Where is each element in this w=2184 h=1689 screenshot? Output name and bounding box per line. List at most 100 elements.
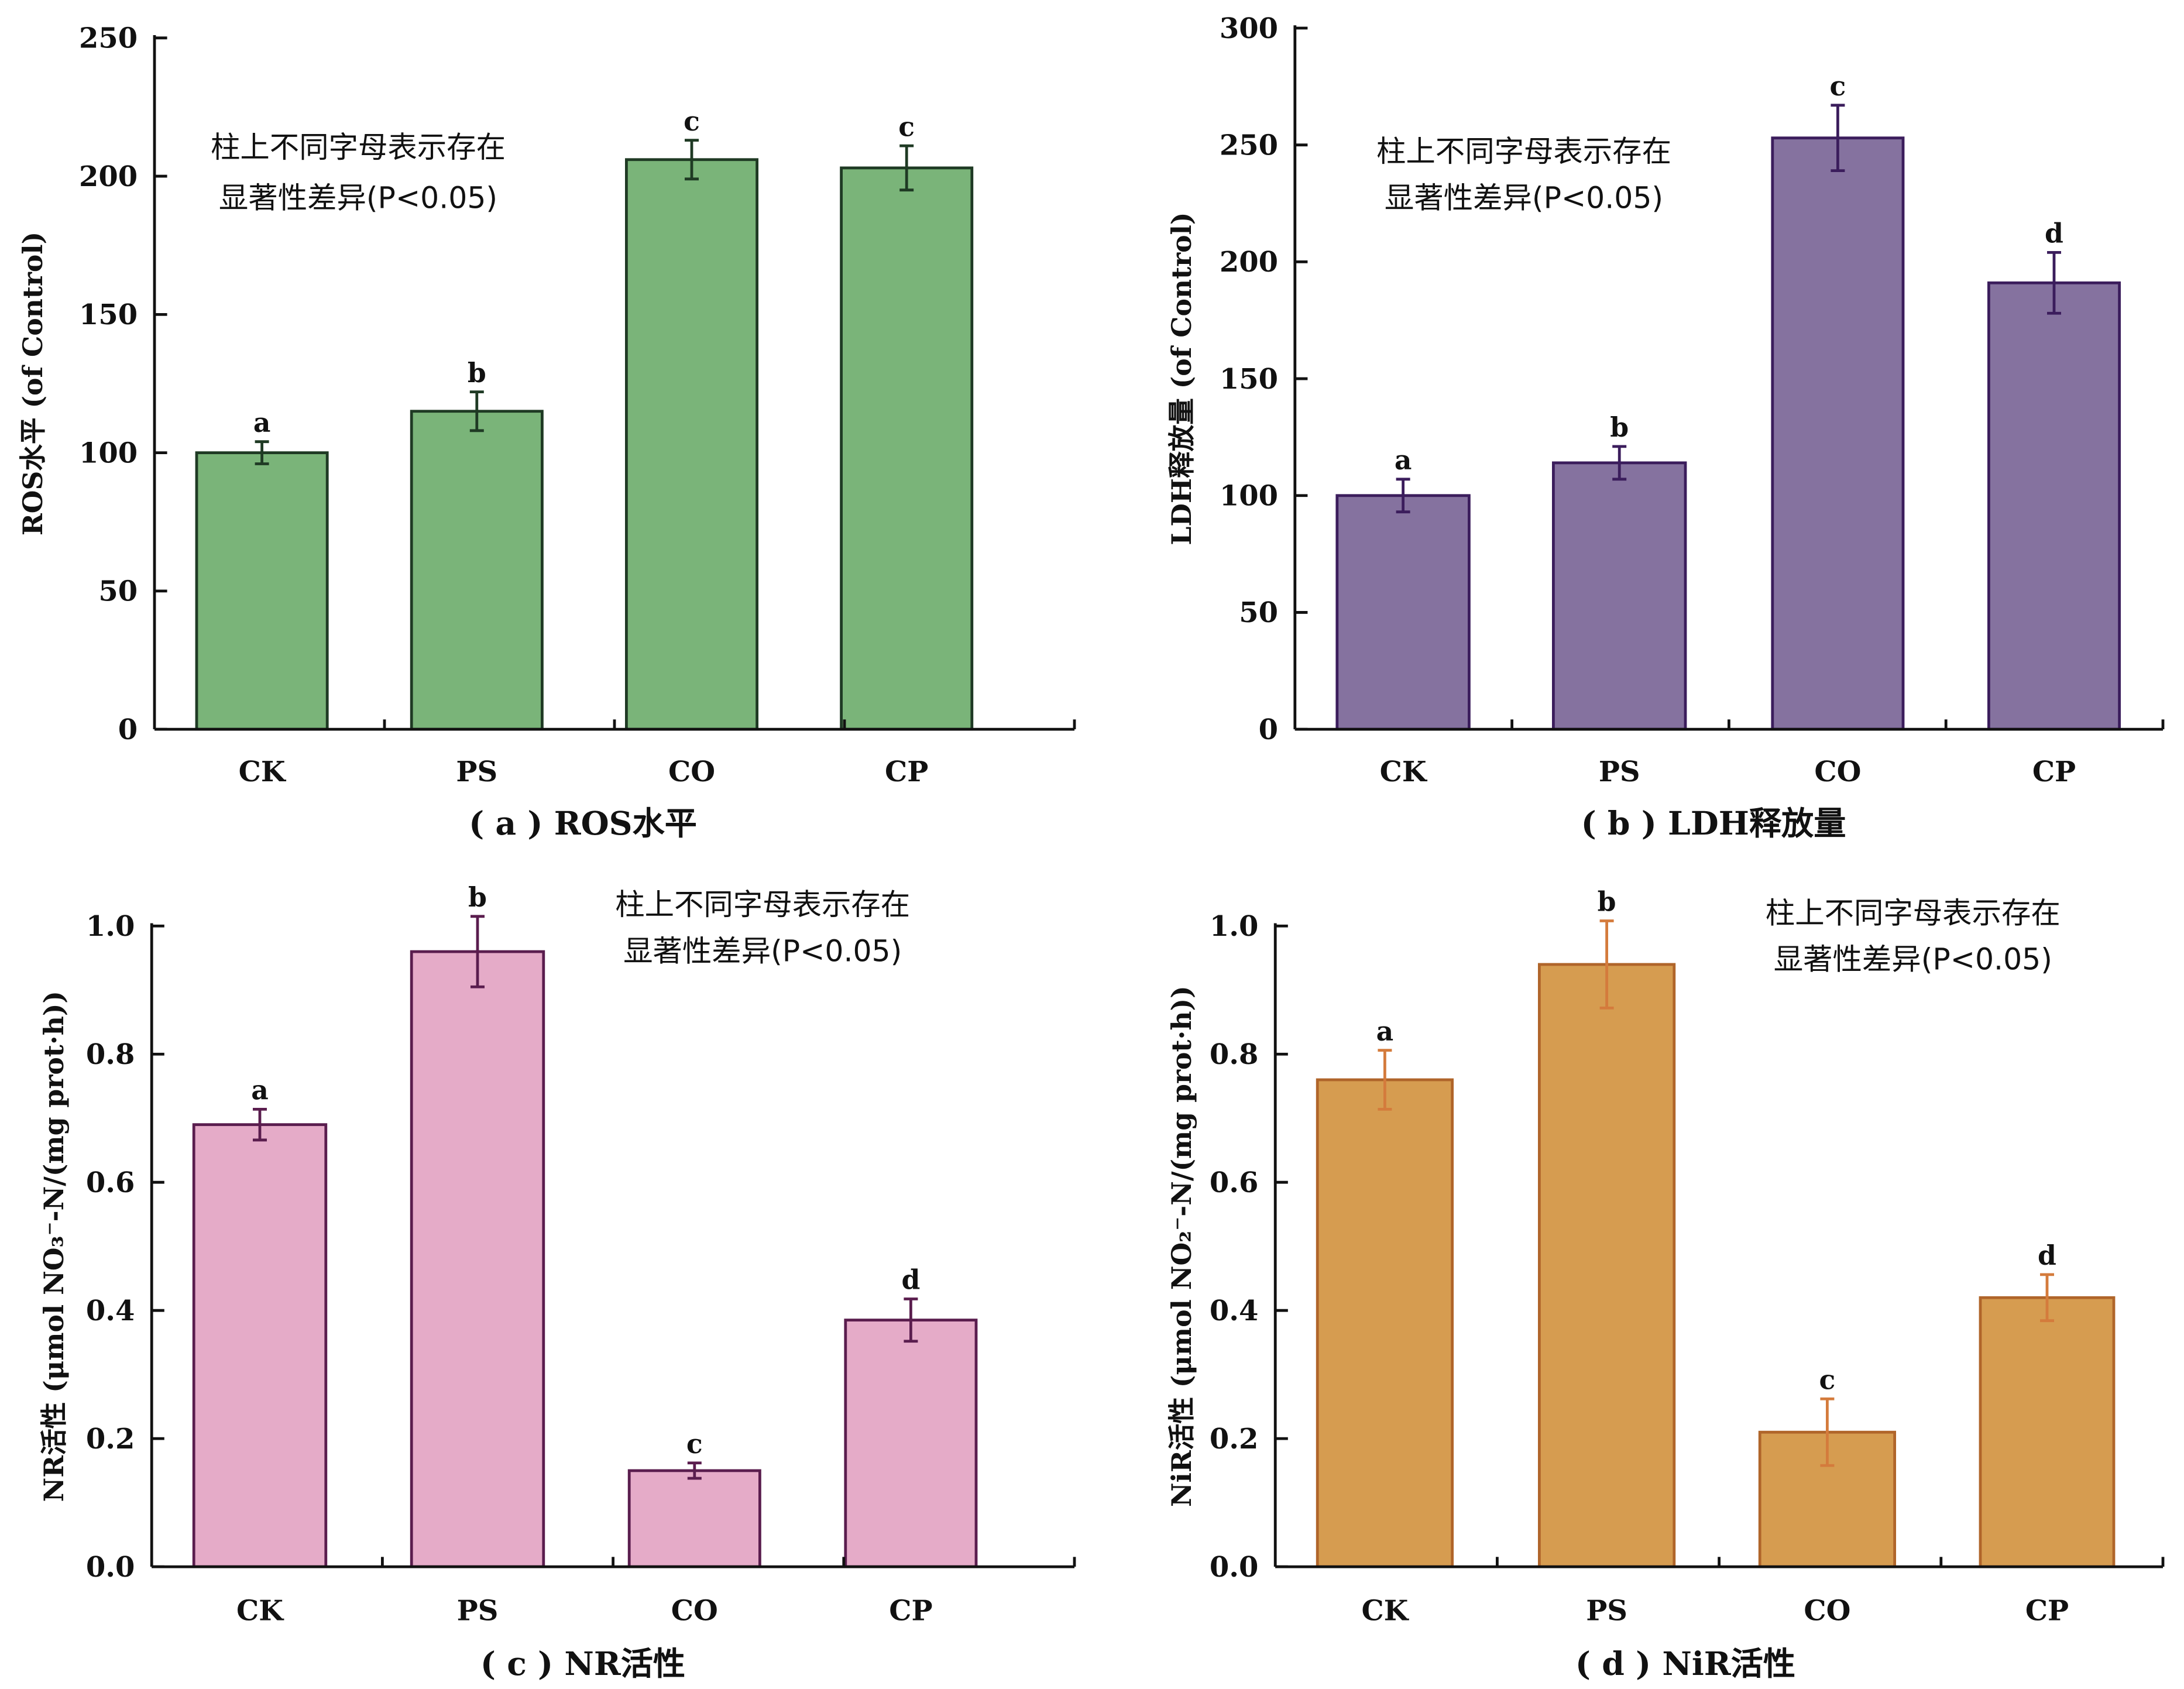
bar-co	[1771, 136, 1905, 731]
y-tick-label: 100	[1220, 480, 1278, 513]
significance-note-line: 显著性差异(P<0.05)	[1385, 180, 1663, 215]
y-tick-label: 0.2	[86, 1423, 135, 1455]
y-axis-label: NR活性 (μmol NO₃⁻-N/(mg prot·h))	[38, 991, 70, 1502]
x-tick-label: PS	[1586, 1594, 1627, 1627]
x-tick-label: CK	[236, 1594, 284, 1627]
y-tick-label: 1.0	[86, 910, 135, 943]
significance-note-line: 柱上不同字母表示存在	[615, 887, 910, 922]
significance-note-line: 显著性差异(P<0.05)	[1774, 942, 2052, 977]
significance-letter: c	[1819, 1364, 1836, 1395]
significance-letter: b	[468, 881, 487, 913]
error-bar-ck	[1378, 1049, 1392, 1111]
error-bar-co	[687, 1461, 702, 1480]
error-bar-cp	[2040, 1273, 2054, 1323]
bar-ck	[1316, 1078, 1454, 1568]
y-tick-label: 200	[79, 160, 138, 193]
bar-ps	[1538, 963, 1676, 1568]
x-tick-label: CP	[885, 756, 928, 788]
x-tick-label: CP	[889, 1594, 932, 1627]
panel-c-nr: a CK b PS c CO d CP 0.0 0.2 0.4 0.6 0.8 1.0 NR活性 (μmol…	[38, 881, 1076, 1683]
x-tick-label: CO	[671, 1594, 718, 1627]
significance-letter: a	[1395, 444, 1412, 476]
bar-ps	[1552, 461, 1687, 731]
significance-letter: c	[898, 111, 915, 142]
significance-note-line: 柱上不同字母表示存在	[1766, 895, 2061, 930]
panel-caption: ( a ) ROS水平	[469, 805, 697, 843]
y-tick-label: 250	[1220, 129, 1278, 162]
y-tick-label: 0.6	[1210, 1166, 1258, 1199]
y-tick-label: 250	[79, 22, 138, 55]
x-tick-label: CK	[239, 756, 287, 788]
y-tick-label: 0.6	[86, 1166, 135, 1199]
y-tick-label: 0.4	[86, 1295, 135, 1327]
bar-ps	[410, 950, 545, 1568]
y-tick-label: 300	[1220, 12, 1278, 45]
significance-letter: a	[1376, 1015, 1394, 1047]
x-tick-label: PS	[457, 1594, 499, 1627]
panel-a-ros: a CK b PS c CO c CP 0 50 100 150 200 250 ROS水平 (of Con…	[17, 22, 1076, 843]
bar-ck	[192, 1123, 328, 1568]
significance-letter: c	[1830, 70, 1846, 102]
x-tick-label: CP	[2032, 756, 2076, 788]
x-tick-label: CO	[1804, 1594, 1850, 1627]
x-tick-label: CK	[1380, 756, 1428, 788]
y-axis-label: NiR活性 (μmol NO₂⁻-N/(mg prot·h))	[1166, 986, 1197, 1507]
bar-ck	[195, 451, 329, 731]
bar-ps	[410, 410, 544, 731]
bar-co	[625, 158, 758, 731]
error-bar-co	[1820, 1397, 1835, 1467]
y-tick-label: 0.4	[1210, 1295, 1258, 1327]
x-tick-label: CP	[2025, 1594, 2069, 1627]
panel-caption: ( b ) LDH释放量	[1581, 805, 1846, 843]
error-bar-ck	[255, 440, 269, 465]
x-tick-label: CO	[668, 756, 715, 788]
error-bar-co	[1831, 104, 1845, 173]
significance-letter: d	[2038, 1240, 2056, 1271]
error-bar-ps	[1612, 445, 1627, 481]
y-tick-label: 50	[1239, 596, 1278, 629]
bar-cp	[840, 166, 974, 731]
y-tick-label: 150	[1220, 363, 1278, 396]
bar-ck	[1335, 494, 1471, 731]
y-tick-label: 1.0	[1210, 910, 1258, 943]
significance-note-line: 显著性差异(P<0.05)	[219, 180, 497, 215]
significance-note-line: 柱上不同字母表示存在	[1376, 134, 1671, 169]
y-tick-label: 0.0	[86, 1551, 135, 1584]
significance-letter: c	[684, 105, 700, 137]
y-tick-label: 0	[1259, 713, 1278, 746]
error-bar-ck	[1396, 478, 1410, 514]
error-bar-co	[685, 139, 699, 181]
error-bar-cp	[904, 1297, 918, 1343]
significance-letter: d	[901, 1264, 920, 1296]
bar-cp	[844, 1319, 978, 1568]
significance-letter: b	[1610, 411, 1629, 443]
y-tick-label: 0.8	[86, 1038, 135, 1071]
y-tick-label: 150	[79, 298, 138, 331]
significance-note-line: 显著性差异(P<0.05)	[623, 933, 902, 968]
x-tick-label: PS	[1599, 756, 1640, 788]
y-axis-label: ROS水平 (of Control)	[17, 232, 49, 535]
x-tick-label: CO	[1814, 756, 1861, 788]
significance-note-line: 柱上不同字母表示存在	[211, 130, 506, 164]
significance-letter: b	[468, 357, 486, 389]
significance-letter: a	[253, 407, 271, 438]
significance-letter: d	[2045, 218, 2063, 249]
panel-caption: ( d ) NiR活性	[1575, 1645, 1795, 1683]
panel-d-nir: a CK b PS c CO d CP 0.0 0.2 0.4 0.6 0.8 1.0 NiR活性 (μmo…	[1166, 886, 2165, 1683]
panel-caption: ( c ) NR活性	[480, 1645, 685, 1683]
significance-letter: c	[686, 1428, 703, 1460]
significance-letter: a	[251, 1074, 269, 1106]
error-bar-cp	[2047, 251, 2061, 315]
error-bar-cp	[899, 144, 914, 192]
y-tick-label: 200	[1220, 246, 1278, 279]
y-tick-label: 100	[79, 437, 138, 469]
error-bar-ps	[469, 390, 484, 432]
error-bar-ck	[253, 1107, 267, 1142]
bar-co	[627, 1469, 761, 1568]
error-bar-ps	[471, 915, 485, 988]
panel-b-ldh: a CK b PS c CO d CP 0 50 100 150 200 250 300 LDH释放量 (of…	[1166, 12, 2165, 843]
y-tick-label: 50	[98, 575, 138, 608]
x-tick-label: CK	[1361, 1594, 1409, 1627]
x-tick-label: PS	[456, 756, 497, 788]
